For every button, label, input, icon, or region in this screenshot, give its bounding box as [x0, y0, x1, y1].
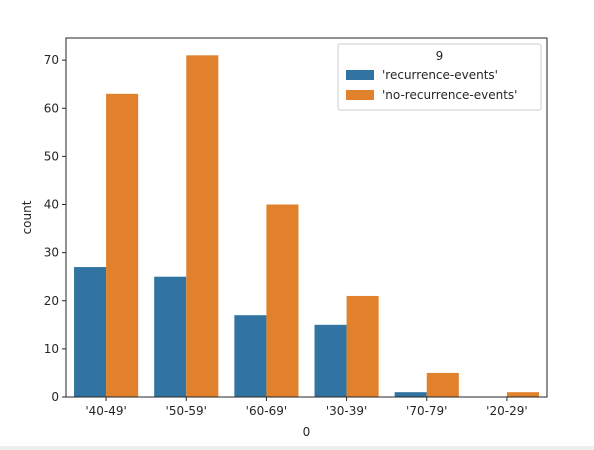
x-tick-label: '40-49' — [85, 404, 126, 418]
legend-entry-label: 'recurrence-events' — [382, 68, 498, 82]
y-tick-label: 70 — [44, 53, 59, 67]
bar — [186, 55, 219, 397]
x-axis-label: 0 — [303, 425, 311, 439]
bottom-strip — [0, 446, 594, 450]
bars-layer — [74, 55, 539, 397]
bar — [506, 392, 539, 397]
y-tick-label: 60 — [44, 101, 59, 115]
y-tick-label: 20 — [44, 294, 59, 308]
y-tick-label: 10 — [44, 342, 59, 356]
bar — [74, 267, 107, 397]
x-tick-label: '70-79' — [406, 404, 447, 418]
legend-entry-label: 'no-recurrence-events' — [382, 88, 517, 102]
x-tick-label: '50-59' — [166, 404, 207, 418]
bar — [314, 324, 347, 397]
bar — [234, 315, 267, 397]
bar — [426, 372, 459, 397]
bar — [346, 295, 379, 397]
bar — [154, 276, 187, 397]
y-axis: 0 10 20 30 40 50 60 70 — [44, 53, 66, 404]
bar — [394, 392, 427, 397]
x-axis: '40-49' '50-59' '60-69' '30-39' '70-79' '20-2… — [85, 397, 528, 418]
legend-box — [337, 43, 542, 111]
y-tick-label: 30 — [44, 246, 59, 260]
y-axis-label: count — [20, 200, 34, 234]
y-tick-label: 50 — [44, 149, 59, 163]
y-tick-label: 40 — [44, 198, 59, 212]
x-tick-label: '60-69' — [246, 404, 287, 418]
legend-swatch — [346, 70, 374, 80]
bar — [266, 204, 299, 397]
legend-title: 9 — [436, 49, 444, 63]
axes-frame — [65, 37, 548, 398]
legend: 9 'recurrence-events' 'no-recurrence-even… — [337, 43, 542, 111]
x-tick-label: '30-39' — [326, 404, 367, 418]
y-tick-label: 0 — [51, 390, 59, 404]
x-tick-label: '20-29' — [486, 404, 527, 418]
bar — [106, 93, 139, 397]
legend-swatch — [346, 90, 374, 100]
